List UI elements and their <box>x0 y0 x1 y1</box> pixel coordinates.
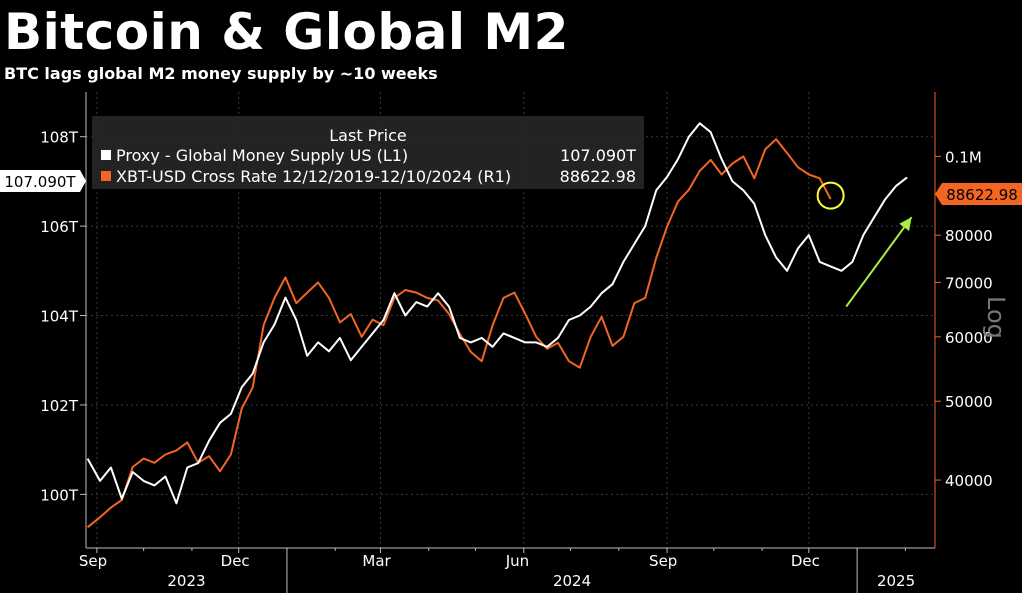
right-last-value-box <box>942 183 1022 205</box>
right-last-value-tag: 88622.98 <box>935 183 1022 205</box>
left-tick-label: 102T <box>40 397 79 415</box>
x-year-label: 2025 <box>877 572 915 590</box>
legend-label-m2: Proxy - Global Money Supply US (L1) <box>116 146 408 165</box>
legend-label-btc: XBT-USD Cross Rate 12/12/2019-12/10/2024… <box>116 167 511 186</box>
btc-series-line <box>86 138 832 528</box>
right-tick-label: 80000 <box>945 227 993 245</box>
legend-box: Last Price Proxy - Global Money Supply U… <box>92 116 644 189</box>
left-tick-label: 106T <box>40 218 79 236</box>
legend-header: Last Price <box>329 126 406 145</box>
left-tick-label: 108T <box>40 129 79 147</box>
left-last-value-text: 107.090T <box>4 173 76 191</box>
x-month-label: Dec <box>791 552 820 570</box>
x-month-label: Jun <box>505 552 529 570</box>
log-scale-label: Log <box>982 296 1010 339</box>
legend-swatch-btc <box>101 171 111 181</box>
right-tick-label: 70000 <box>945 274 993 292</box>
legend-value-btc: 88622.98 <box>560 167 636 186</box>
m2-series-line <box>86 122 908 505</box>
right-tick-label: 0.1M <box>945 148 982 166</box>
right-axis-ticks: 40000 50000 60000 70000 80000 0.1M <box>935 148 993 490</box>
chart-title: Bitcoin & Global M2 <box>4 3 569 61</box>
legend-value-m2: 107.090T <box>560 146 636 165</box>
trend-arrow-shaft <box>845 216 913 308</box>
x-year-label: 2023 <box>167 572 205 590</box>
left-tick-label: 104T <box>40 308 79 326</box>
right-last-value-text: 88622.98 <box>946 186 1018 204</box>
series-layer <box>86 122 908 528</box>
x-month-label: Dec <box>221 552 250 570</box>
legend-swatch-m2 <box>101 150 111 160</box>
right-tick-label: 40000 <box>945 472 993 490</box>
right-tick-label: 50000 <box>945 393 993 411</box>
left-axis-ticks: 100T 102T 104T 106T 108T <box>40 129 86 504</box>
x-axis-ticks: Sep Dec Mar Jun Sep Dec 2023 2024 2025 <box>79 548 915 593</box>
x-year-label: 2024 <box>553 572 591 590</box>
legend-background <box>92 116 644 189</box>
x-month-label: Sep <box>79 552 107 570</box>
trend-arrow-head <box>899 217 912 231</box>
x-month-label: Mar <box>362 552 391 570</box>
left-last-value-box <box>0 170 80 192</box>
chart-subtitle: BTC lags global M2 money supply by ~10 w… <box>4 64 438 83</box>
left-last-value-tag: 107.090T <box>0 170 86 192</box>
right-tick-label: 60000 <box>945 329 993 347</box>
right-last-value-pointer <box>935 183 942 205</box>
left-last-value-pointer <box>80 170 86 192</box>
x-month-label: Sep <box>649 552 677 570</box>
annotation-layer <box>816 181 913 308</box>
highlight-circle <box>816 181 845 210</box>
plot-layer: 100T 102T 104T 106T 108T 40000 50000 60000 7000… <box>40 92 993 593</box>
left-tick-label: 100T <box>40 486 79 504</box>
